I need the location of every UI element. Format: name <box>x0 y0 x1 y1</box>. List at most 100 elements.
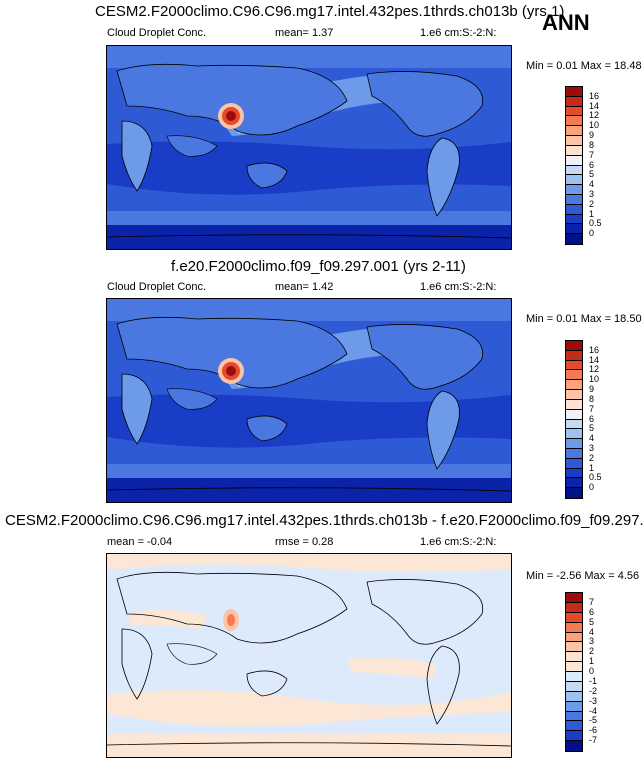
colorbar-swatch <box>566 145 582 156</box>
colorbar-swatch <box>566 701 582 712</box>
colorbar-tick-label: 4 <box>589 433 595 444</box>
colorbar-swatch <box>566 399 582 410</box>
panel-3-map <box>106 553 512 758</box>
colorbar-tick-label: 5 <box>589 169 595 180</box>
colorbar-swatch <box>566 380 582 391</box>
panel-2-colorbar <box>565 340 583 499</box>
panel-2-colorbar-swatches <box>566 341 582 498</box>
panel-1-map <box>106 45 512 250</box>
colorbar-swatch <box>566 662 582 672</box>
colorbar-tick-label: 9 <box>589 130 595 141</box>
colorbar-tick-label: 0 <box>589 228 595 239</box>
panel-3-mean-label: mean = -0.04 <box>107 536 173 548</box>
colorbar-tick-label: 8 <box>589 139 595 150</box>
panel-1-units-label: 1.e6 cm:S:-2:N: <box>420 27 497 39</box>
colorbar-tick-label: 0.5 <box>589 218 602 229</box>
panel-2-map-svg <box>107 299 511 502</box>
colorbar-tick-label: 12 <box>589 110 600 121</box>
colorbar-tick-label: -4 <box>589 705 598 716</box>
colorbar-swatch <box>566 96 582 107</box>
colorbar-swatch <box>566 165 582 176</box>
colorbar-swatch <box>566 429 582 440</box>
colorbar-tick-label: 1 <box>589 208 595 219</box>
panel-1-minmax: Min = 0.01 Max = 18.48 <box>526 60 642 72</box>
panel-3-map-svg <box>107 554 511 757</box>
colorbar-tick-label: 3 <box>589 442 595 453</box>
panel-2-map <box>106 298 512 503</box>
colorbar-tick-label: 1 <box>589 656 595 667</box>
colorbar-tick-label: -3 <box>589 695 598 706</box>
colorbar-tick-label: 6 <box>589 159 595 170</box>
colorbar-tick-label: 0 <box>589 482 595 493</box>
colorbar-swatch <box>566 419 582 430</box>
panel-3-minmax: Min = -2.56 Max = 4.56 <box>526 570 640 582</box>
colorbar-tick-label: 16 <box>589 90 600 101</box>
colorbar-swatch <box>566 612 582 623</box>
colorbar-swatch <box>566 155 582 166</box>
panel-3-rmse-label: rmse = 0.28 <box>275 536 334 548</box>
colorbar-tick-label: 6 <box>589 606 595 617</box>
colorbar-tick-label: 2 <box>589 452 595 463</box>
colorbar-tick-label: 0.5 <box>589 472 602 483</box>
panel-2-minmax: Min = 0.01 Max = 18.50 <box>526 313 642 325</box>
colorbar-swatch <box>566 632 582 643</box>
colorbar-tick-label: 14 <box>589 354 600 365</box>
colorbar-swatch <box>566 741 582 751</box>
colorbar-tick-label: 12 <box>589 364 600 375</box>
panel-3-colorbar-swatches <box>566 593 582 751</box>
colorbar-swatch <box>566 185 582 195</box>
colorbar-swatch <box>566 642 582 653</box>
colorbar-tick-label: 1 <box>589 462 595 473</box>
colorbar-tick-label: 7 <box>589 403 595 414</box>
colorbar-swatch <box>566 204 582 215</box>
colorbar-swatch <box>566 721 582 732</box>
colorbar-swatch <box>566 478 582 489</box>
panel-3-units-label: 1.e6 cm:S:-2:N: <box>420 536 497 548</box>
colorbar-tick-label: 8 <box>589 393 595 404</box>
colorbar-swatch <box>566 691 582 702</box>
colorbar-tick-label: 10 <box>589 374 600 385</box>
colorbar-tick-label: -1 <box>589 675 598 686</box>
colorbar-swatch <box>566 116 582 127</box>
colorbar-tick-label: 6 <box>589 413 595 424</box>
colorbar-tick-label: 3 <box>589 188 595 199</box>
colorbar-swatch <box>566 652 582 663</box>
colorbar-swatch <box>566 224 582 235</box>
colorbar-swatch <box>566 593 582 603</box>
colorbar-swatch <box>566 672 582 682</box>
colorbar-swatch <box>566 87 582 97</box>
colorbar-swatch <box>566 136 582 146</box>
colorbar-swatch <box>566 175 582 186</box>
panel-2-title: f.e20.F2000climo.f09_f09.297.001 (yrs 2-… <box>171 258 466 275</box>
colorbar-swatch <box>566 360 582 371</box>
colorbar-swatch <box>566 106 582 117</box>
colorbar-tick-label: 4 <box>589 626 595 637</box>
colorbar-swatch <box>566 214 582 225</box>
colorbar-swatch <box>566 458 582 469</box>
colorbar-swatch <box>566 488 582 498</box>
panel-2-mean-label: mean= 1.42 <box>275 281 334 293</box>
colorbar-swatch <box>566 439 582 449</box>
panel-3-title: CESM2.F2000climo.C96.C96.mg17.intel.432p… <box>5 512 644 529</box>
colorbar-tick-label: 3 <box>589 636 595 647</box>
colorbar-swatch <box>566 234 582 244</box>
colorbar-tick-label: 7 <box>589 149 595 160</box>
colorbar-tick-label: 16 <box>589 344 600 355</box>
colorbar-tick-label: 10 <box>589 120 600 131</box>
colorbar-tick-label: 14 <box>589 100 600 111</box>
colorbar-swatch <box>566 370 582 381</box>
colorbar-swatch <box>566 341 582 351</box>
colorbar-tick-label: 5 <box>589 423 595 434</box>
colorbar-tick-label: 5 <box>589 616 595 627</box>
colorbar-swatch <box>566 602 582 613</box>
colorbar-tick-label: 0 <box>589 666 595 676</box>
panel-2-variable-label: Cloud Droplet Conc. <box>107 281 207 293</box>
colorbar-tick-label: 4 <box>589 179 595 190</box>
colorbar-tick-label: -7 <box>589 735 598 746</box>
colorbar-tick-label: -5 <box>589 715 598 726</box>
colorbar-swatch <box>566 126 582 137</box>
colorbar-tick-label: 2 <box>589 646 595 657</box>
colorbar-tick-label: -6 <box>589 725 598 736</box>
colorbar-swatch <box>566 711 582 722</box>
panel-1-colorbar-swatches <box>566 87 582 244</box>
